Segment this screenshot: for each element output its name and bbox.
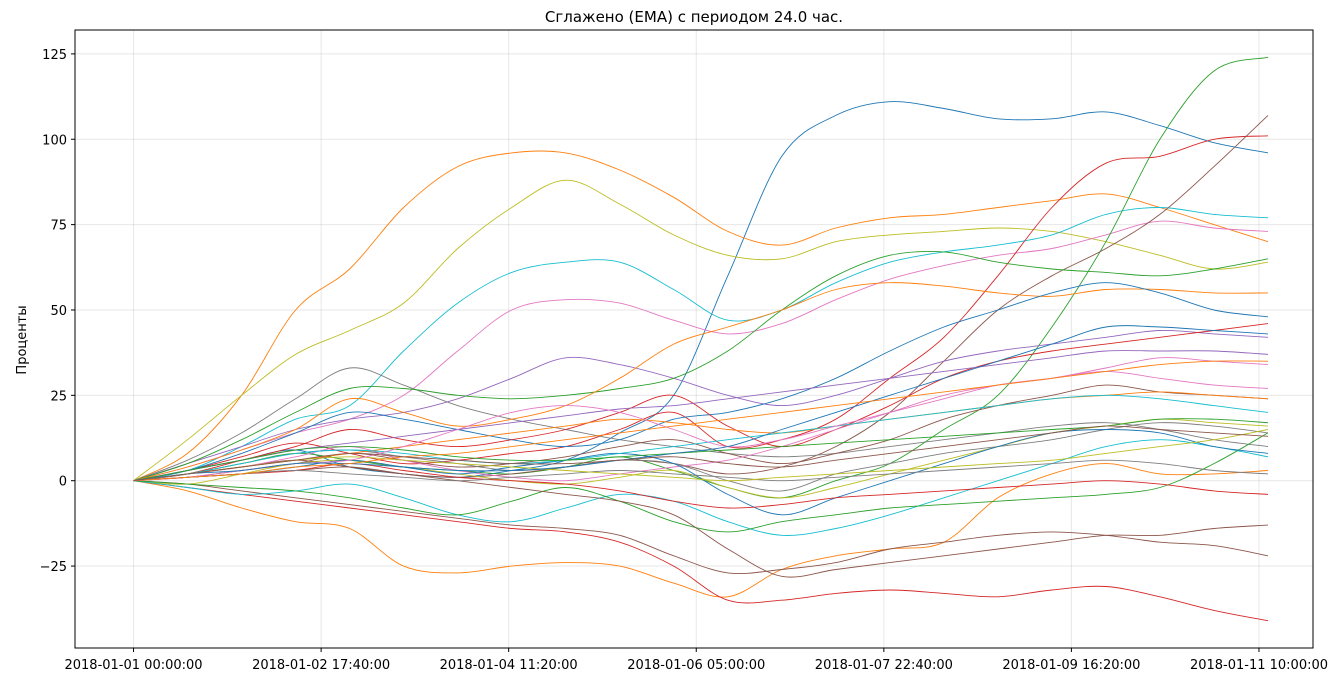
chart-title: Сглажено (EMA) с периодом 24.0 час.	[545, 8, 843, 26]
y-tick-label: −25	[40, 560, 67, 575]
series-line-36	[133, 425, 1269, 482]
series-line-29	[133, 394, 1269, 482]
series-line-5	[133, 220, 1269, 482]
x-tick-label: 2018-01-01 00:00:00	[64, 658, 202, 673]
series-line-4	[133, 207, 1269, 482]
series-line-26	[133, 350, 1269, 482]
series-line-19	[133, 357, 1269, 482]
y-tick-label: 50	[50, 304, 67, 319]
series-line-31	[133, 429, 1269, 482]
series-line-9	[133, 463, 1269, 598]
series-lines	[133, 56, 1269, 622]
series-line-22	[133, 439, 1269, 536]
y-tick-label: 0	[59, 475, 67, 490]
series-line-23	[133, 432, 1269, 533]
series-line-3	[133, 179, 1269, 482]
x-tick-label: 2018-01-09 16:20:00	[1002, 658, 1140, 673]
y-tick-label: 75	[50, 219, 67, 234]
series-line-10	[133, 480, 1269, 622]
x-tick-label: 2018-01-06 05:00:00	[627, 658, 765, 673]
series-line-7	[133, 135, 1269, 482]
x-tick-label: 2018-01-11 10:00:00	[1190, 658, 1328, 673]
x-axis: 2018-01-01 00:00:00 2018-01-02 17:40:00 20…	[64, 648, 1328, 673]
y-tick-label: 100	[42, 133, 67, 148]
x-tick-label: 2018-01-07 22:40:00	[815, 658, 953, 673]
series-line-34	[133, 325, 1269, 482]
plot-frame	[74, 29, 1314, 649]
series-line-16	[133, 282, 1269, 482]
series-line-12	[133, 329, 1269, 482]
series-line-14	[133, 250, 1269, 482]
y-axis-label: Проценты	[15, 305, 30, 374]
series-line-13	[133, 367, 1269, 482]
series-line-2	[133, 150, 1269, 482]
series-line-32	[133, 418, 1269, 482]
series-line-8	[133, 115, 1269, 482]
series-line-28	[133, 463, 1269, 509]
series-line-27	[133, 466, 1269, 578]
series-line-15	[133, 282, 1269, 482]
y-axis: −25 0 25 50 75 100 125	[40, 48, 75, 575]
y-tick-label: 125	[42, 48, 67, 63]
series-line-33	[133, 370, 1269, 482]
series-line-11	[133, 480, 1269, 575]
x-tick-label: 2018-01-02 17:40:00	[252, 658, 390, 673]
series-line-30	[133, 459, 1269, 482]
x-tick-label: 2018-01-04 11:20:00	[440, 658, 578, 673]
y-tick-label: 25	[50, 389, 67, 404]
series-line-17	[133, 323, 1269, 482]
series-line-35	[133, 360, 1269, 482]
